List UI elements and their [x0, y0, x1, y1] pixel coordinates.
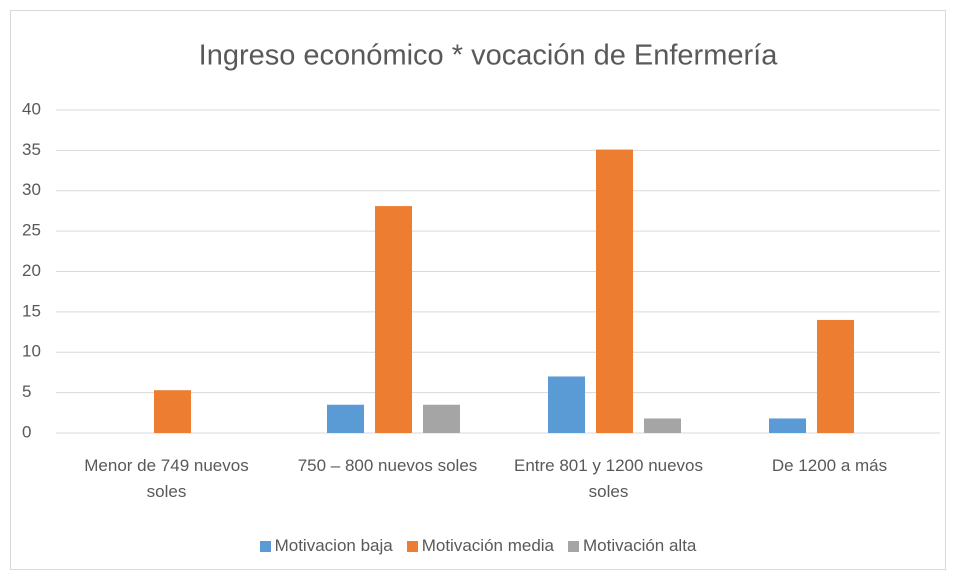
- y-tick-label: 10: [22, 342, 41, 361]
- y-tick-label: 30: [22, 180, 41, 199]
- y-tick-label: 25: [22, 221, 41, 240]
- legend-label: Motivacion baja: [274, 536, 393, 555]
- legend-swatch: [259, 540, 271, 552]
- x-tick-label: De 1200 a más: [771, 456, 888, 475]
- x-tick-label: 750 – 800 nuevos soles: [297, 456, 478, 475]
- bar: [596, 149, 633, 433]
- legend-item: Motivación media: [406, 536, 554, 556]
- legend-label: Motivación media: [421, 536, 554, 555]
- x-tick-label: Entre 801 y 1200 nuevos soles: [513, 456, 704, 501]
- legend-swatch: [568, 540, 579, 552]
- bar: [817, 319, 854, 433]
- legend-label: Motivación alta: [583, 536, 697, 555]
- bar: [154, 390, 191, 433]
- y-tick-label: 20: [22, 261, 41, 280]
- legend-swatch: [406, 540, 418, 552]
- legend-item: Motivacion baja: [259, 536, 393, 556]
- bar: [548, 376, 585, 433]
- bar: [769, 418, 806, 433]
- y-tick-label: 40: [22, 99, 41, 118]
- chart-title: Ingreso económico * vocación de Enfermer…: [199, 40, 779, 72]
- chart-border: [10, 10, 946, 570]
- y-tick-label: 35: [22, 140, 41, 159]
- bar: [375, 206, 412, 433]
- legend-item: Motivación alta: [568, 536, 696, 556]
- bar: [644, 418, 681, 433]
- bar: [327, 404, 364, 433]
- bar: [423, 404, 460, 433]
- y-tick-label: 15: [22, 301, 41, 320]
- y-tick-label: 5: [22, 382, 31, 401]
- x-tick-label: Menor de 749 nuevos soles: [84, 456, 249, 501]
- legend: Motivacion baja Motivación media Motivació…: [0, 536, 956, 556]
- y-tick-label: 0: [22, 422, 31, 441]
